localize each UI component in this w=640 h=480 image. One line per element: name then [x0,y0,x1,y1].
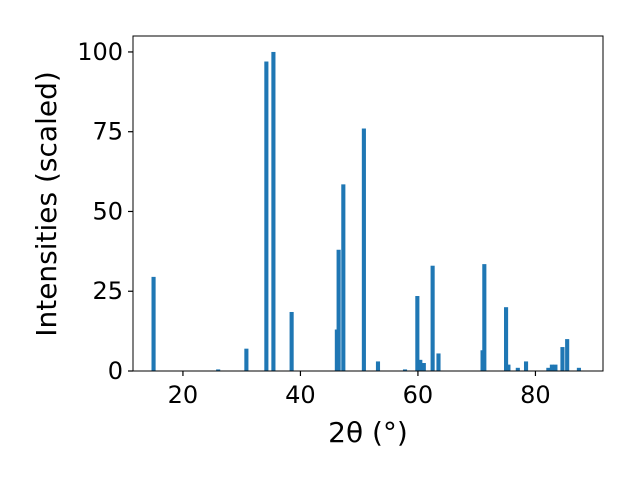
bar [504,307,509,371]
y-axis: 0 25 50 75 100 [77,38,133,385]
bar [506,364,511,371]
bar [515,367,520,371]
bar [430,265,435,371]
y-tick-label: 25 [92,277,123,305]
bar [560,347,565,371]
bar [523,361,529,371]
bar [216,369,221,371]
plot-frame [132,35,604,372]
bar-series [151,51,581,372]
y-tick-label: 0 [108,357,123,385]
bar [271,51,276,371]
bar [421,363,426,371]
x-axis-label: 2θ (°) [328,416,408,449]
y-tick-label: 75 [92,118,123,146]
bar [375,361,381,371]
bar [482,264,487,371]
bar [546,367,551,371]
bar [244,348,249,371]
y-tick-label: 100 [77,38,123,66]
bar [436,353,441,371]
bar [361,128,366,371]
x-tick-label: 40 [285,381,316,409]
x-tick-label: 20 [168,381,199,409]
bar [151,276,156,371]
y-tick-label: 50 [92,197,123,225]
bar [576,367,581,371]
bar [553,364,558,371]
bar [415,296,420,371]
bar [289,311,294,371]
bar [336,249,341,371]
y-axis-label: Intensities (scaled) [30,71,63,337]
x-axis: 20 40 60 80 [168,371,551,409]
x-tick-label: 60 [403,381,434,409]
bar [565,339,570,371]
x-tick-label: 80 [520,381,551,409]
bar [549,364,554,371]
bar [341,184,346,371]
bar [418,359,423,371]
bar [264,61,269,372]
bar [402,369,408,371]
